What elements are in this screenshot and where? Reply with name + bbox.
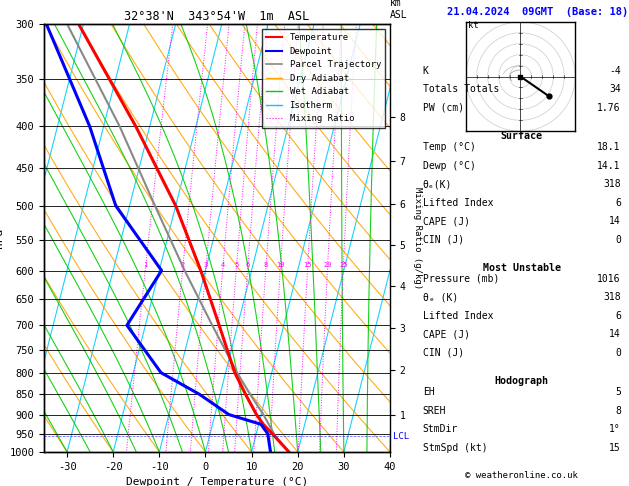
Text: K: K	[423, 66, 428, 76]
Text: 10: 10	[276, 261, 285, 268]
Text: Surface: Surface	[501, 131, 543, 141]
Text: 8: 8	[264, 261, 268, 268]
Text: km
ASL: km ASL	[390, 0, 408, 20]
Text: Hodograph: Hodograph	[495, 376, 548, 386]
Text: StmDir: StmDir	[423, 424, 458, 434]
Text: 3: 3	[204, 261, 208, 268]
Text: 0: 0	[615, 348, 621, 358]
Text: 6: 6	[245, 261, 250, 268]
Text: 6: 6	[615, 198, 621, 208]
Text: 14: 14	[609, 330, 621, 339]
Text: Pressure (mb): Pressure (mb)	[423, 274, 499, 284]
Text: 1.76: 1.76	[598, 103, 621, 113]
Text: SREH: SREH	[423, 406, 446, 416]
Text: -4: -4	[609, 66, 621, 76]
Text: θₑ (K): θₑ (K)	[423, 293, 458, 302]
X-axis label: Dewpoint / Temperature (°C): Dewpoint / Temperature (°C)	[126, 477, 308, 486]
Text: 20: 20	[323, 261, 331, 268]
Text: 6: 6	[615, 311, 621, 321]
Text: 25: 25	[339, 261, 348, 268]
Text: 318: 318	[603, 179, 621, 189]
Text: 15: 15	[303, 261, 312, 268]
Text: 14: 14	[609, 216, 621, 226]
Text: LCL: LCL	[394, 432, 409, 441]
Text: 8: 8	[615, 406, 621, 416]
Text: 318: 318	[603, 293, 621, 302]
Text: 18.1: 18.1	[598, 142, 621, 152]
Text: Totals Totals: Totals Totals	[423, 85, 499, 94]
Text: 1016: 1016	[598, 274, 621, 284]
Text: Lifted Index: Lifted Index	[423, 311, 493, 321]
Text: kt: kt	[468, 21, 479, 31]
Text: CIN (J): CIN (J)	[423, 348, 464, 358]
Text: 21.04.2024  09GMT  (Base: 18): 21.04.2024 09GMT (Base: 18)	[447, 7, 628, 17]
Text: 14.1: 14.1	[598, 161, 621, 171]
Y-axis label: hPa: hPa	[0, 228, 4, 248]
Text: StmSpd (kt): StmSpd (kt)	[423, 443, 487, 452]
Text: © weatheronline.co.uk: © weatheronline.co.uk	[465, 471, 578, 480]
Text: 1°: 1°	[609, 424, 621, 434]
Text: CIN (J): CIN (J)	[423, 235, 464, 244]
Text: 34: 34	[609, 85, 621, 94]
Text: Lifted Index: Lifted Index	[423, 198, 493, 208]
Legend: Temperature, Dewpoint, Parcel Trajectory, Dry Adiabat, Wet Adiabat, Isotherm, Mi: Temperature, Dewpoint, Parcel Trajectory…	[262, 29, 386, 128]
Text: CAPE (J): CAPE (J)	[423, 216, 470, 226]
Text: Most Unstable: Most Unstable	[482, 263, 561, 273]
Text: 2: 2	[181, 261, 185, 268]
Text: EH: EH	[423, 387, 435, 397]
Text: 1: 1	[143, 261, 148, 268]
Text: Dewp (°C): Dewp (°C)	[423, 161, 476, 171]
Text: 5: 5	[615, 387, 621, 397]
Y-axis label: Mixing Ratio (g/kg): Mixing Ratio (g/kg)	[413, 187, 422, 289]
Text: 0: 0	[615, 235, 621, 244]
Title: 32°38'N  343°54'W  1m  ASL: 32°38'N 343°54'W 1m ASL	[125, 10, 309, 23]
Text: θₑ(K): θₑ(K)	[423, 179, 452, 189]
Text: PW (cm): PW (cm)	[423, 103, 464, 113]
Text: CAPE (J): CAPE (J)	[423, 330, 470, 339]
Text: 4: 4	[221, 261, 225, 268]
Text: 15: 15	[609, 443, 621, 452]
Text: 5: 5	[234, 261, 238, 268]
Text: Temp (°C): Temp (°C)	[423, 142, 476, 152]
